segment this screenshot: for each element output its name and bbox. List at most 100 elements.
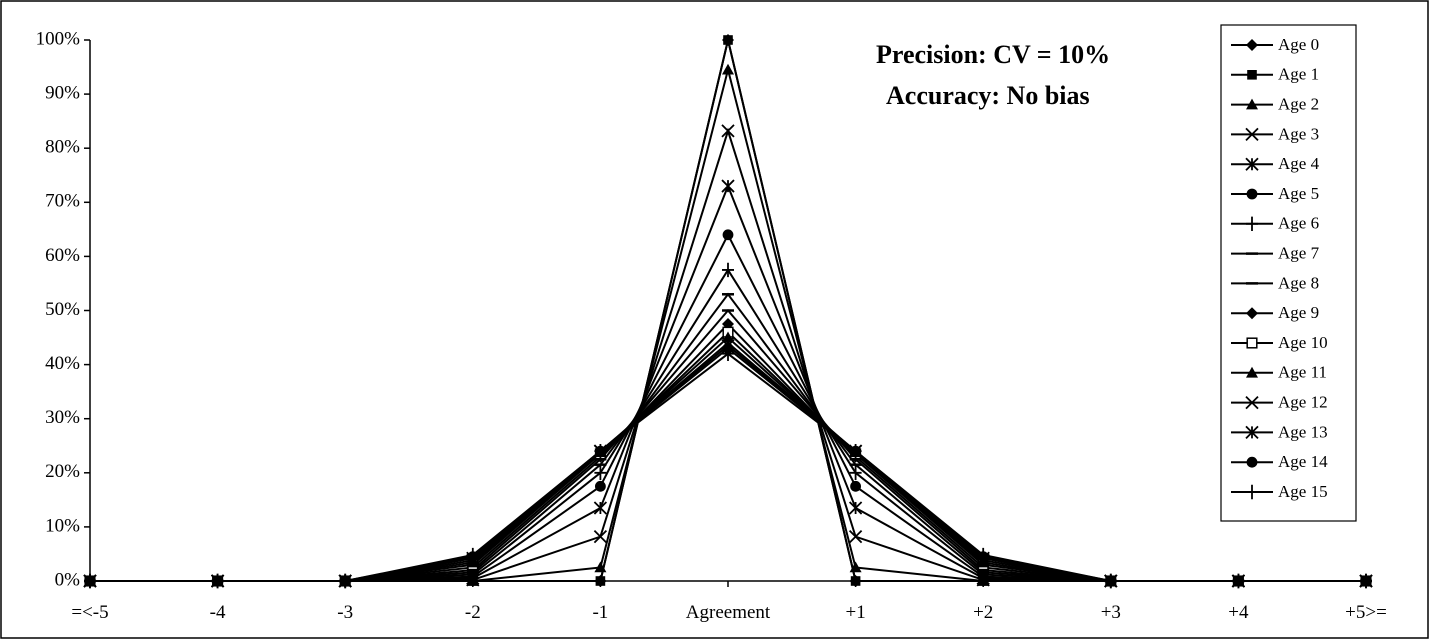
x-tick-label: -2	[465, 602, 481, 623]
title-line-accuracy: Accuracy: No bias	[886, 81, 1090, 110]
y-tick-label: 100%	[36, 28, 81, 49]
data-point	[84, 573, 96, 589]
x-tick-label: +2	[973, 602, 993, 623]
data-point	[849, 465, 862, 480]
legend-marker	[1247, 70, 1257, 80]
legend-entry: Age 7	[1231, 244, 1320, 263]
legend-items: Age 0 Age 1 Age 2 Age 3 Age 4 Age 5 Age 6 Age 7…	[1231, 35, 1328, 501]
legend-label: Age 13	[1278, 422, 1328, 441]
legend-label: Age 5	[1278, 184, 1319, 203]
data-point	[850, 576, 861, 586]
series-age-15	[84, 346, 1372, 589]
data-point	[850, 480, 861, 492]
legend-entry: Age 10	[1231, 333, 1328, 352]
y-tick-label: 30%	[45, 407, 80, 428]
legend-entry: Age 4	[1231, 154, 1320, 173]
legend-marker	[1245, 425, 1259, 440]
data-point	[849, 443, 862, 459]
legend-marker	[1246, 216, 1258, 231]
y-tick-label: 0%	[55, 569, 81, 590]
data-point	[594, 561, 607, 573]
legend-marker	[1245, 395, 1259, 410]
legend-label: Age 11	[1278, 363, 1327, 382]
x-tick-label: +1	[845, 602, 865, 623]
y-tick-label: 70%	[45, 191, 80, 212]
legend-marker	[1246, 366, 1258, 378]
x-tick-label: +3	[1101, 602, 1121, 623]
y-tick-label: 40%	[45, 353, 80, 374]
legend-label: Age 1	[1278, 65, 1319, 84]
data-point	[721, 124, 735, 138]
data-point	[848, 501, 863, 515]
legend-label: Age 6	[1278, 214, 1319, 233]
data-point	[723, 35, 733, 45]
data-point	[1360, 573, 1372, 589]
data-point	[594, 443, 607, 459]
legend-entry: Age 14	[1231, 452, 1328, 471]
legend: Age 0 Age 1 Age 2 Age 3 Age 4 Age 5 Age 6 Age 7…	[1220, 24, 1357, 522]
legend-box	[1220, 24, 1357, 522]
x-tick-label: -4	[210, 602, 226, 623]
y-tick-label: 20%	[45, 461, 80, 482]
legend-marker	[1246, 337, 1258, 349]
data-point	[722, 346, 734, 361]
data-point	[977, 547, 990, 563]
legend-marker	[1246, 307, 1258, 320]
legend-entry: Age 12	[1231, 393, 1328, 412]
y-tick-label: 60%	[45, 245, 80, 266]
x-tick-label: -3	[337, 602, 353, 623]
x-tick-label: =<-5	[71, 602, 108, 623]
legend-marker	[1245, 127, 1259, 142]
plot-area: 0% 10% 20% 30% 40% 50% 60% 70% 80% 90% 100% =<-5 -4…	[36, 28, 1387, 623]
data-point	[721, 179, 735, 193]
legend-entry: Age 6	[1231, 214, 1319, 233]
legend-entry: Age 15	[1231, 482, 1328, 501]
data-point	[339, 573, 352, 589]
legend-label: Age 7	[1278, 244, 1320, 263]
legend-entry: Age 9	[1231, 303, 1319, 322]
legend-marker	[1245, 157, 1259, 171]
data-point	[722, 229, 734, 241]
data-point	[1104, 573, 1117, 589]
title-line-precision: Precision: CV = 10%	[876, 40, 1110, 69]
data-point	[1232, 573, 1245, 589]
y-axis-ticks: 0% 10% 20% 30% 40% 50% 60% 70% 80% 90% 100%	[36, 28, 90, 590]
legend-marker	[1246, 188, 1258, 200]
legend-entry: Age 0	[1231, 35, 1319, 54]
series-group	[83, 34, 1373, 589]
legend-entry: Age 3	[1231, 124, 1319, 143]
legend-label: Age 9	[1278, 303, 1319, 322]
x-tick-label: -1	[592, 602, 608, 623]
legend-marker	[1246, 98, 1258, 110]
data-point	[595, 576, 606, 586]
data-point	[466, 547, 479, 563]
x-tick-label: +5>=	[1345, 602, 1387, 623]
legend-label: Age 3	[1278, 124, 1319, 143]
legend-marker	[1246, 39, 1258, 51]
data-point	[722, 262, 734, 278]
legend-marker	[1246, 456, 1258, 468]
legend-label: Age 2	[1278, 95, 1319, 114]
legend-label: Age 4	[1278, 154, 1320, 173]
data-point	[722, 63, 734, 75]
data-point	[595, 480, 606, 492]
legend-marker	[1246, 484, 1258, 500]
legend-label: Age 8	[1278, 273, 1319, 292]
data-point	[211, 573, 224, 589]
x-axis-ticks: =<-5 -4 -3 -2 -1 Agreement +1 +2 +3 +4 +5>=	[71, 581, 1387, 623]
y-tick-label: 10%	[45, 515, 80, 536]
legend-label: Age 10	[1278, 333, 1328, 352]
legend-label: Age 0	[1278, 35, 1319, 54]
legend-label: Age 12	[1278, 393, 1328, 412]
y-tick-label: 80%	[45, 137, 80, 158]
legend-entry: Age 11	[1231, 363, 1327, 382]
legend-entry: Age 2	[1231, 95, 1319, 114]
y-tick-label: 50%	[45, 299, 80, 320]
legend-entry: Age 5	[1231, 184, 1319, 203]
chart-title: Precision: CV = 10% Accuracy: No bias	[876, 40, 1110, 110]
y-tick-label: 90%	[45, 82, 80, 103]
x-tick-label: +4	[1228, 602, 1249, 623]
